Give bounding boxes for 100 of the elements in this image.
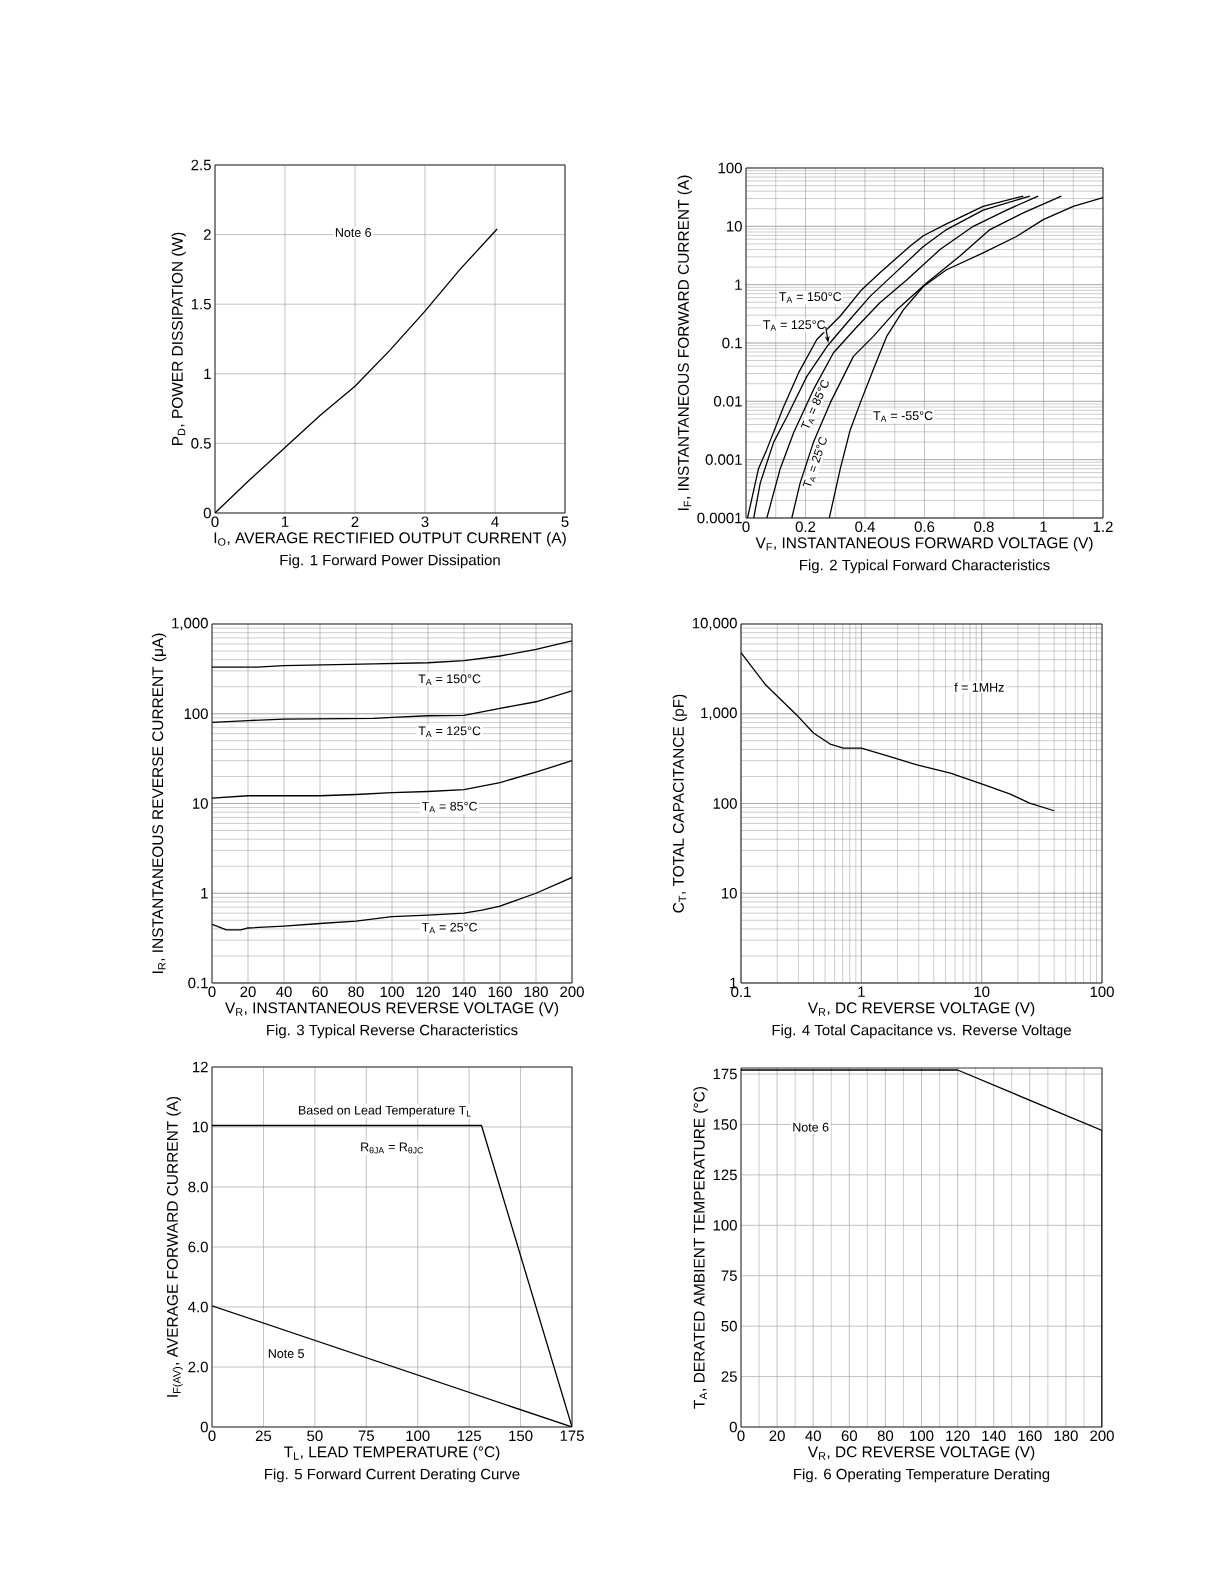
- y-tick-label: 0.01: [713, 396, 742, 407]
- x-tick-label: 20: [769, 1430, 785, 1442]
- y-tick-label: 12: [193, 1061, 208, 1073]
- text: Fig. 2 Typical Forward Characteristics: [800, 559, 1050, 574]
- x-tick-label: 100: [1090, 986, 1114, 998]
- y-tick-label: 2: [203, 229, 211, 240]
- legend-label: T$_{A}$ = 125°C: [763, 320, 826, 331]
- x-axis-title: V$_{R}$, INSTANTANEOUS REVERSE VOLTAGE (V): [225, 1001, 559, 1017]
- y-axis-title: P$_{D}$, POWER DISSIPATION (W): [171, 232, 186, 445]
- y-tick-label: 0.1: [722, 337, 742, 349]
- x-tick-label: 1.2: [1093, 521, 1113, 532]
- x-tick-label: 180: [1054, 1430, 1078, 1442]
- y-tick-label: 1,000: [701, 707, 737, 720]
- x-tick-label: 80: [348, 986, 364, 998]
- y-tick-label: 10: [722, 887, 737, 899]
- text: Fig. 3 Typical Reverse Characteristics: [267, 1024, 518, 1039]
- x-tick-label: 140: [452, 986, 476, 998]
- x-tick-label: 175: [560, 1430, 584, 1441]
- x-tick-label: 4: [491, 516, 499, 527]
- x-tick-label: 125: [457, 1430, 481, 1442]
- x-tick-label: 200: [560, 986, 584, 998]
- y-axis-title: C$_{T}$, TOTAL CAPACITANCE (pF): [672, 694, 687, 913]
- y-tick-label: 2.5: [191, 159, 211, 171]
- y-tick-label: 1.5: [191, 298, 211, 310]
- y-tick-label: 100: [713, 1220, 737, 1231]
- x-tick-label: 60: [312, 986, 328, 998]
- y-tick-label: 6.0: [188, 1241, 208, 1253]
- annotation: Note 5: [268, 1349, 304, 1358]
- x-tick-label: 25: [255, 1430, 272, 1442]
- x-tick-label: 50: [307, 1430, 323, 1442]
- y-tick-label: 1,000: [172, 617, 208, 631]
- x-tick-label: 0: [211, 516, 219, 528]
- x-tick-label: 1: [1040, 521, 1047, 532]
- x-tick-label: 0.2: [795, 521, 816, 533]
- annotation: R$_{θJA}$ = R$_{θJC}$: [361, 1142, 424, 1154]
- x-tick-label: 0.6: [914, 521, 935, 533]
- y-tick-label: 1: [735, 279, 742, 290]
- text: Fig. 1 Forward Power Dissipation: [280, 554, 500, 569]
- y-tick-label: 150: [713, 1119, 737, 1130]
- y-tick-label: 100: [184, 708, 208, 720]
- x-tick-label: 160: [488, 986, 512, 998]
- x-tick-label: 1: [858, 986, 865, 997]
- y-tick-label: 0.5: [191, 438, 211, 449]
- series-label: T$_{A}$ = 125°C: [418, 726, 481, 737]
- y-axis-title: I$_{F(AV)}$, AVERAGE FORWARD CURRENT (A): [166, 1096, 183, 1397]
- y-tick-label: 2.0: [188, 1361, 208, 1373]
- y-tick-label: 4.0: [188, 1301, 208, 1313]
- y-tick-label: 100: [718, 162, 742, 174]
- y-tick-label: 1: [204, 368, 211, 379]
- y-tick-label: 8.0: [188, 1181, 208, 1193]
- text: Fig. 5 Forward Current Derating Curve: [265, 1468, 520, 1483]
- x-tick-label: 0: [742, 521, 750, 533]
- x-tick-label: 0.4: [855, 521, 875, 533]
- x-tick-label: 100: [406, 1430, 430, 1442]
- y-tick-label: 100: [713, 798, 737, 809]
- y-tick-label: 50: [721, 1320, 737, 1332]
- y-tick-label: 0.001: [705, 454, 742, 465]
- x-tick-label: 100: [380, 986, 404, 998]
- x-tick-label: 150: [509, 1430, 533, 1442]
- y-tick-label: 175: [713, 1068, 737, 1080]
- x-tick-label: 0.8: [974, 521, 994, 533]
- x-axis-title: V$_{R}$, DC REVERSE VOLTAGE (V): [807, 1445, 1035, 1461]
- x-tick-label: 1: [281, 516, 289, 527]
- annotation: Based on Lead Temperature T$_{L}$: [299, 1105, 471, 1118]
- x-tick-label: 10: [974, 986, 990, 998]
- series-label: T$_{A}$ = 25°C: [421, 922, 478, 934]
- x-axis-title: V$_{F}$, INSTANTANEOUS FORWARD VOLTAGE (V): [755, 536, 1093, 552]
- y-tick-label: 10: [193, 1121, 208, 1133]
- y-tick-label: 0.0001: [697, 512, 742, 524]
- y-tick-label: 125: [713, 1169, 737, 1181]
- y-tick-label: 0: [203, 507, 211, 519]
- y-tick-label: 25: [721, 1371, 737, 1382]
- x-axis-title: V$_{R}$, DC REVERSE VOLTAGE (V): [807, 1001, 1035, 1017]
- annotation: Note 6: [793, 1122, 829, 1132]
- x-tick-label: 3: [421, 516, 429, 528]
- x-tick-label: 120: [416, 986, 440, 998]
- series-label: T$_{A}$ = -55°C: [873, 411, 933, 422]
- x-tick-label: 140: [982, 1430, 1006, 1442]
- x-tick-label: 120: [946, 1430, 970, 1442]
- y-tick-label: 10: [727, 221, 742, 232]
- x-tick-label: 2: [351, 516, 359, 527]
- x-axis-title: I$_{O}$, AVERAGE RECTIFIED OUTPUT CURRENT (A): [214, 531, 566, 547]
- x-axis-title: T$_{L}$, LEAD TEMPERATURE (°C): [284, 1445, 500, 1461]
- x-tick-label: 40: [805, 1430, 821, 1442]
- annotation: Note 6: [335, 228, 372, 237]
- x-tick-label: 100: [910, 1430, 934, 1442]
- series-label: T$_{A}$ = 150°C: [418, 674, 481, 685]
- x-tick-label: 20: [240, 986, 256, 998]
- annotation: f = 1MHz: [954, 682, 1004, 692]
- x-tick-label: 60: [841, 1430, 858, 1442]
- x-tick-label: 80: [877, 1430, 894, 1442]
- text: Fig. 6 Operating Temperature Derating: [794, 1468, 1050, 1483]
- y-tick-label: 0.1: [188, 977, 208, 989]
- y-tick-label: 1: [201, 888, 208, 899]
- text: Fig. 4 Total Capacitance vs. Reverse Voltage: [772, 1024, 1071, 1039]
- text: T$_{A}$ = 85°C: [800, 379, 829, 428]
- x-tick-label: 75: [358, 1430, 374, 1441]
- y-axis-title: T$_{A}$, DERATED AMBIENT TEMPERATURE (°C): [693, 1086, 708, 1409]
- x-tick-label: 200: [1090, 1430, 1114, 1442]
- y-axis-title: I$_{R}$, INSTANTANEOUS REVERSE CURRENT (μA): [151, 633, 167, 973]
